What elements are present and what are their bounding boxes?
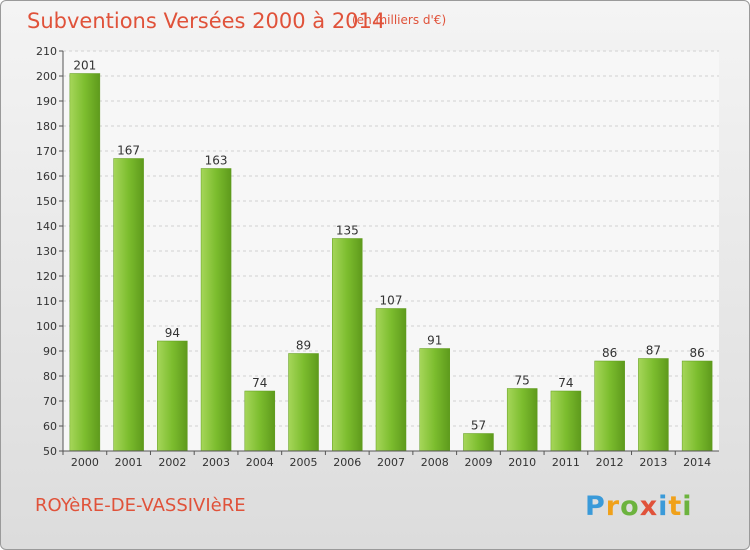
data-label: 107 [380,294,403,308]
y-tick-label: 70 [43,395,57,408]
bar-2011 [550,390,582,452]
y-tick-label: 160 [36,170,57,183]
y-tick-label: 60 [43,420,57,433]
y-tick-label: 190 [36,95,57,108]
x-tick-label: 2009 [464,456,492,469]
bar-2001 [113,158,144,452]
x-tick-label: 2005 [290,456,318,469]
logo-letter: o [620,491,640,522]
data-label: 74 [252,376,267,390]
data-label: 89 [296,339,311,353]
logo-letter: r [605,491,621,522]
logo-letter: P [585,491,606,522]
data-label: 87 [646,344,661,358]
x-tick-label: 2001 [115,456,143,469]
y-tick-label: 110 [36,295,57,308]
bar-2012 [594,360,625,452]
data-label: 86 [602,346,617,360]
data-label: 86 [689,346,704,360]
y-tick-label: 180 [36,120,57,133]
y-tick-label: 90 [43,345,57,358]
unit-label: (en milliers d'€) [352,13,447,27]
logo-letter: i [682,491,693,522]
bar-2007 [375,308,407,452]
x-tick-label: 2014 [683,456,711,469]
x-tick-label: 2006 [333,456,361,469]
y-tick-label: 210 [36,45,57,58]
bar-2008 [419,348,450,452]
proxiti-logo: Proxiti [585,491,693,522]
x-tick-label: 2002 [158,456,186,469]
data-label: 94 [165,326,180,340]
data-label: 167 [117,144,140,158]
data-label: 75 [515,374,530,388]
y-tick-label: 140 [36,220,57,233]
x-tick-label: 2007 [377,456,405,469]
logo-letter: i [658,491,669,522]
x-tick-label: 2004 [246,456,274,469]
bar-2003 [200,168,232,452]
x-tick-label: 2008 [421,456,449,469]
bar-2006 [332,238,363,452]
data-label: 201 [73,59,96,73]
x-tick-label: 2010 [508,456,536,469]
y-tick-label: 120 [36,270,57,283]
data-label: 91 [427,334,442,348]
x-tick-label: 2000 [71,456,99,469]
y-tick-label: 200 [36,70,57,83]
data-label: 57 [471,419,486,433]
bar-2009 [463,433,494,452]
data-label: 163 [205,154,228,168]
x-tick-label: 2003 [202,456,230,469]
y-tick-label: 150 [36,195,57,208]
logo-letter: x [639,491,659,522]
bar-2004 [244,390,276,452]
bar-2000 [69,73,101,452]
data-label: 74 [558,376,573,390]
data-label: 135 [336,224,359,238]
x-tick-label: 2013 [639,456,667,469]
bar-2002 [157,340,188,452]
y-tick-label: 130 [36,245,57,258]
bar-2014 [681,360,713,452]
x-tick-label: 2011 [552,456,580,469]
x-tick-label: 2012 [596,456,624,469]
y-tick-label: 80 [43,370,57,383]
chart-title: Subventions Versées 2000 à 2014 [27,9,386,33]
y-tick-label: 50 [43,445,57,458]
town-name: ROYèRE-DE-VASSIVIèRE [35,495,246,516]
logo-letter: t [668,491,683,522]
bar-2005 [288,353,319,452]
y-tick-label: 170 [36,145,57,158]
y-tick-label: 100 [36,320,57,333]
bar-2010 [506,388,538,452]
bar-2013 [638,358,669,452]
